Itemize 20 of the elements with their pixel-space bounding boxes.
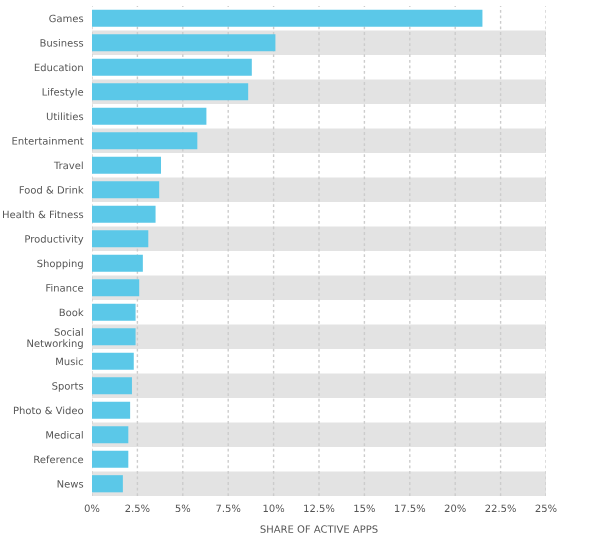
bar: [92, 181, 160, 199]
bar: [92, 58, 252, 76]
bar: [92, 426, 129, 444]
bar: [92, 303, 136, 321]
bar: [92, 450, 129, 468]
bar: [92, 377, 132, 395]
bar: [92, 132, 198, 150]
bar: [92, 156, 162, 174]
bar: [92, 254, 143, 272]
bar: [92, 230, 149, 248]
bar: [92, 83, 249, 101]
bar: [92, 352, 134, 370]
bar: [92, 205, 156, 223]
bar: [92, 107, 207, 125]
bar: [92, 328, 136, 346]
bar: [92, 279, 140, 297]
bar: [92, 9, 483, 27]
bar: [92, 34, 276, 52]
bar: [92, 401, 131, 419]
bar: [92, 475, 123, 493]
